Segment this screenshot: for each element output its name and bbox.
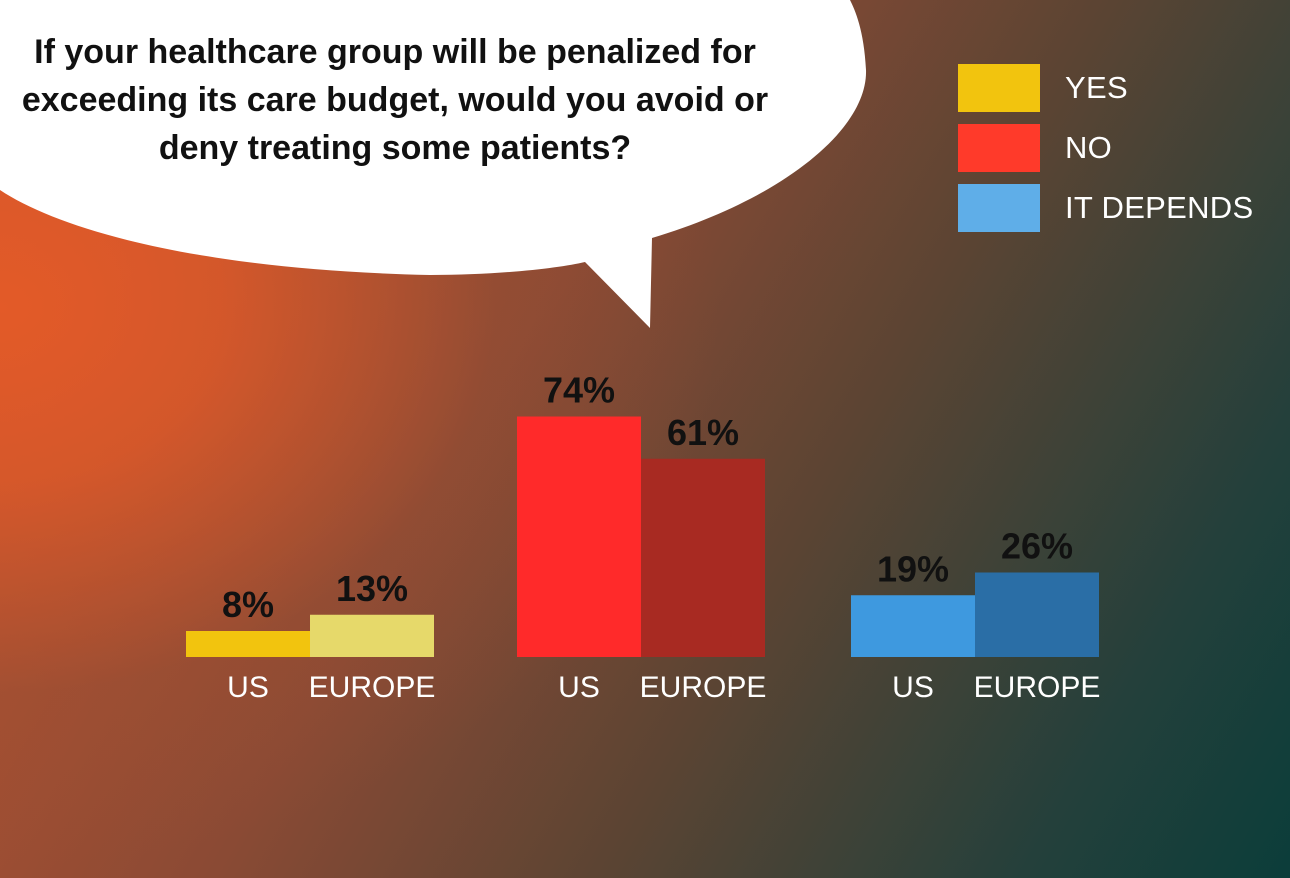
legend-swatch-it-depends	[958, 184, 1040, 232]
value-label-yes-us: 8%	[222, 584, 274, 625]
value-label-no-europe: 61%	[667, 412, 739, 453]
value-label-no-us: 74%	[543, 370, 615, 411]
legend-label-yes: YES	[1065, 70, 1128, 105]
category-label-no-europe: EUROPE	[640, 671, 767, 704]
legend-label-it-depends: IT DEPENDS	[1065, 190, 1254, 225]
category-label-no-us: US	[558, 671, 600, 704]
legend-item-yes: YES	[958, 63, 1253, 113]
value-label-yes-europe: 13%	[336, 568, 408, 609]
bar-no-europe	[641, 458, 765, 657]
category-label-yes-europe: EUROPE	[309, 671, 436, 704]
bar-no-us	[517, 416, 641, 657]
speech-bubble	[0, 0, 867, 328]
category-label-yes-us: US	[227, 671, 269, 704]
legend-item-it-depends: IT DEPENDS	[958, 183, 1253, 233]
bar-yes-us	[186, 631, 310, 657]
bar-yes-europe	[310, 614, 434, 657]
category-label-it-depends-us: US	[892, 671, 934, 704]
category-label-it-depends-europe: EUROPE	[974, 671, 1101, 704]
legend-label-no: NO	[1065, 130, 1113, 165]
value-label-it-depends-us: 19%	[877, 548, 949, 589]
bar-it-depends-us	[851, 595, 975, 657]
legend-swatch-yes	[958, 64, 1040, 112]
legend-swatch-no	[958, 124, 1040, 172]
legend-item-no: NO	[958, 123, 1253, 173]
bars-layer: 8% US 13% EUROPE 74% US 61% EUROPE 19% US 26% EUROP…	[186, 370, 1101, 704]
legend: YES NO IT DEPENDS	[958, 63, 1253, 243]
value-label-it-depends-europe: 26%	[1001, 526, 1073, 567]
chart-title: If your healthcare group will be penaliz…	[21, 33, 769, 167]
bar-it-depends-europe	[975, 572, 1099, 657]
